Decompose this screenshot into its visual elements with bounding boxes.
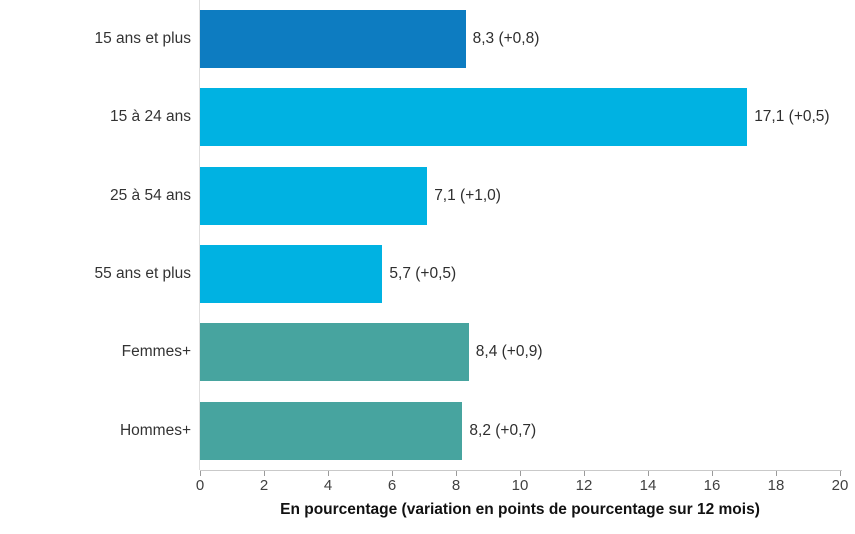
x-tick-mark: [648, 471, 649, 476]
x-tick-mark: [456, 471, 457, 476]
x-tick-mark: [328, 471, 329, 476]
x-tick-mark: [776, 471, 777, 476]
x-tick-mark: [520, 471, 521, 476]
zero-baseline: [199, 0, 200, 470]
x-tick-label: 12: [575, 477, 593, 494]
x-axis-line: [200, 470, 842, 471]
bar: [200, 245, 383, 304]
x-tick-label: 10: [511, 477, 529, 494]
bar-row: Femmes+ 8,4 (+0,9): [0, 313, 855, 391]
bar-row: Hommes+ 8,2 (+0,7): [0, 392, 855, 470]
x-tick-mark: [712, 471, 713, 476]
x-tick-label: 6: [387, 477, 397, 494]
category-label: 25 à 54 ans: [109, 186, 191, 204]
bar: [200, 401, 463, 460]
x-tick-mark: [200, 471, 201, 476]
bar-track: 17,1 (+0,5): [200, 88, 840, 147]
value-label: 5,7 (+0,5): [389, 265, 457, 283]
bar-track: 8,2 (+0,7): [200, 401, 840, 460]
x-tick-mark: [264, 471, 265, 476]
bar-row: 25 à 54 ans 7,1 (+1,0): [0, 157, 855, 235]
bar: [200, 10, 466, 69]
bar-track: 8,3 (+0,8): [200, 10, 840, 69]
x-axis-title: En pourcentage (variation en points de p…: [280, 501, 760, 518]
x-tick-label: 20: [831, 477, 849, 494]
bar-row: 15 à 24 ans 17,1 (+0,5): [0, 78, 855, 156]
category-label: Femmes+: [121, 343, 191, 361]
x-tick-label: 14: [639, 477, 657, 494]
bar: [200, 323, 469, 382]
bar: [200, 166, 428, 225]
x-tick-mark: [584, 471, 585, 476]
x-tick-mark: [392, 471, 393, 476]
bar-row: 55 ans et plus 5,7 (+0,5): [0, 235, 855, 313]
value-label: 8,4 (+0,9): [475, 343, 543, 361]
category-label: Hommes+: [119, 421, 191, 439]
bar-track: 8,4 (+0,9): [200, 323, 840, 382]
x-tick-label: 16: [703, 477, 721, 494]
bar-track: 7,1 (+1,0): [200, 166, 840, 225]
x-tick-label: 2: [259, 477, 269, 494]
bar-rows-container: 15 ans et plus 8,3 (+0,8) 15 à 24 ans 17,1 …: [0, 0, 855, 470]
value-label: 7,1 (+1,0): [434, 186, 501, 204]
x-tick-label: 8: [451, 477, 461, 494]
bar-track: 5,7 (+0,5): [200, 245, 840, 304]
value-label: 17,1 (+0,5): [754, 108, 830, 126]
x-tick-label: 0: [195, 477, 205, 494]
x-tick-mark: [840, 471, 841, 476]
category-label: 55 ans et plus: [94, 265, 191, 283]
x-tick-label: 18: [767, 477, 785, 494]
bar: [200, 88, 748, 147]
category-label: 15 à 24 ans: [109, 108, 191, 126]
category-label: 15 ans et plus: [94, 30, 191, 48]
value-label: 8,3 (+0,8): [472, 30, 540, 48]
bar-row: 15 ans et plus 8,3 (+0,8): [0, 0, 855, 78]
x-tick-label: 4: [323, 477, 333, 494]
value-label: 8,2 (+0,7): [469, 421, 537, 439]
